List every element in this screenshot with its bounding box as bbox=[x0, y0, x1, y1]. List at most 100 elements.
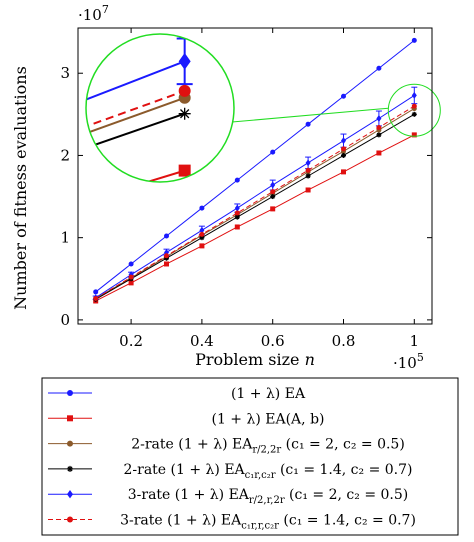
series-line bbox=[95, 39, 415, 293]
series-4 bbox=[92, 86, 418, 302]
x-tick-label: 0.4 bbox=[190, 332, 214, 350]
x-tick-label: 0.8 bbox=[332, 332, 356, 350]
data-point bbox=[411, 132, 417, 138]
series-line bbox=[95, 95, 415, 299]
plot-frame bbox=[77, 27, 433, 325]
data-point bbox=[411, 103, 417, 109]
zoom-series-line bbox=[86, 112, 185, 172]
data-point bbox=[199, 226, 205, 234]
legend-entry-1: (1 + λ) EA(A, b) bbox=[48, 411, 325, 427]
zoom-series-line bbox=[86, 96, 186, 158]
data-point bbox=[270, 206, 276, 212]
data-point bbox=[270, 181, 276, 189]
data-point bbox=[341, 93, 346, 99]
y-multiplier-exponent: 7 bbox=[102, 3, 109, 16]
data-point bbox=[234, 177, 240, 183]
data-point bbox=[199, 231, 205, 237]
zoom-series-line bbox=[86, 89, 186, 152]
legend-marker bbox=[67, 390, 73, 396]
data-point bbox=[341, 169, 346, 175]
legend-label: 2-rate (1 + λ) EAc₁r,c₂r (c₁ = 1.4, c₂ =… bbox=[124, 462, 413, 481]
zoom-content bbox=[86, 37, 193, 182]
legend-marker bbox=[67, 440, 73, 447]
x-tick-label: 1 bbox=[410, 332, 420, 350]
y-tick-label: 3 bbox=[60, 64, 70, 82]
zoom-data-point bbox=[178, 164, 191, 177]
zoom-series-1 bbox=[86, 164, 191, 182]
zoom-series-3 bbox=[86, 107, 191, 172]
series-line bbox=[95, 108, 415, 299]
zoom-data-point bbox=[178, 52, 191, 70]
series-line bbox=[95, 134, 415, 302]
legend-box bbox=[41, 377, 459, 536]
data-point bbox=[305, 121, 311, 127]
legend-entry-4: 3-rate (1 + λ) EAr/2,r,2r (c₁ = 2, c₂ = … bbox=[48, 487, 408, 506]
data-point bbox=[376, 65, 382, 71]
legend-label: (1 + λ) EA(A, b) bbox=[211, 411, 324, 427]
zoom-series-5 bbox=[86, 84, 191, 152]
legend-marker bbox=[67, 415, 73, 422]
data-point bbox=[199, 243, 205, 249]
data-point bbox=[376, 124, 382, 130]
data-point bbox=[341, 152, 346, 158]
data-point bbox=[411, 37, 417, 43]
data-point bbox=[305, 167, 311, 173]
legend-entry-5: 3-rate (1 + λ) EAc₁r,r,c₂r (c₁ = 1.4, c₂… bbox=[48, 513, 416, 532]
data-point bbox=[411, 111, 417, 117]
zoom-series-line bbox=[86, 60, 186, 127]
data-point bbox=[341, 137, 346, 145]
data-point bbox=[376, 114, 382, 122]
data-point bbox=[164, 253, 169, 259]
x-multiplier-exponent: 5 bbox=[417, 351, 424, 364]
x-axis-multiplier: ·105 bbox=[393, 351, 424, 372]
y-tick-label: 0 bbox=[60, 311, 70, 329]
zoom-target-circle bbox=[387, 83, 441, 137]
data-point bbox=[128, 280, 134, 286]
zoom-circle-border bbox=[85, 33, 235, 183]
series-line bbox=[95, 105, 415, 299]
y-axis-title: Number of fitness evaluations bbox=[11, 66, 30, 310]
zoom-data-point bbox=[178, 84, 191, 97]
data-point bbox=[234, 214, 240, 220]
x-axis-title: Problem size n bbox=[195, 350, 315, 369]
data-point bbox=[164, 233, 169, 239]
y-tick-label: 1 bbox=[60, 229, 70, 247]
data-point bbox=[376, 150, 382, 156]
data-point bbox=[376, 132, 382, 138]
data-point bbox=[341, 146, 346, 152]
data-point bbox=[234, 224, 240, 230]
data-point bbox=[270, 194, 276, 200]
zoom-connector bbox=[231, 107, 389, 123]
legend-entry-0: (1 + λ) EA bbox=[48, 386, 306, 402]
data-point bbox=[305, 187, 311, 193]
data-point bbox=[128, 261, 134, 267]
data-point bbox=[411, 91, 417, 99]
zoom-series-line bbox=[86, 169, 185, 182]
data-point bbox=[199, 205, 205, 211]
data-point bbox=[234, 210, 240, 216]
series-line bbox=[95, 113, 415, 300]
series-0 bbox=[93, 37, 417, 295]
legend: (1 + λ) EA (1 + λ) EA(A, b) 2-rate (1 + λ)… bbox=[41, 377, 459, 536]
data-point bbox=[164, 261, 169, 267]
legend-entry-2: 2-rate (1 + λ) EAr/2,2r (c₁ = 2, c₂ = 0.… bbox=[48, 437, 405, 456]
zoom-inset bbox=[85, 33, 441, 183]
data-point bbox=[128, 274, 134, 280]
data-point bbox=[305, 159, 311, 167]
x-tick-label: 0.6 bbox=[261, 332, 285, 350]
data-point bbox=[270, 149, 276, 155]
legend-entry-3: 2-rate (1 + λ) EAc₁r,c₂r (c₁ = 1.4, c₂ =… bbox=[48, 462, 413, 481]
legend-label: 3-rate (1 + λ) EAr/2,r,2r (c₁ = 2, c₂ = … bbox=[128, 487, 408, 506]
legend-label: 3-rate (1 + λ) EAc₁r,r,c₂r (c₁ = 1.4, c₂… bbox=[120, 513, 416, 532]
zoom-data-point bbox=[178, 107, 191, 120]
data-point bbox=[305, 173, 311, 179]
x-multiplier-base: ·10 bbox=[393, 354, 417, 372]
data-point bbox=[270, 189, 276, 195]
y-axis-multiplier: ·107 bbox=[78, 3, 109, 24]
series-5 bbox=[93, 103, 417, 302]
data-point bbox=[93, 296, 99, 302]
legend-marker bbox=[67, 490, 73, 499]
legend-marker bbox=[67, 465, 73, 472]
zoom-background bbox=[86, 34, 234, 182]
